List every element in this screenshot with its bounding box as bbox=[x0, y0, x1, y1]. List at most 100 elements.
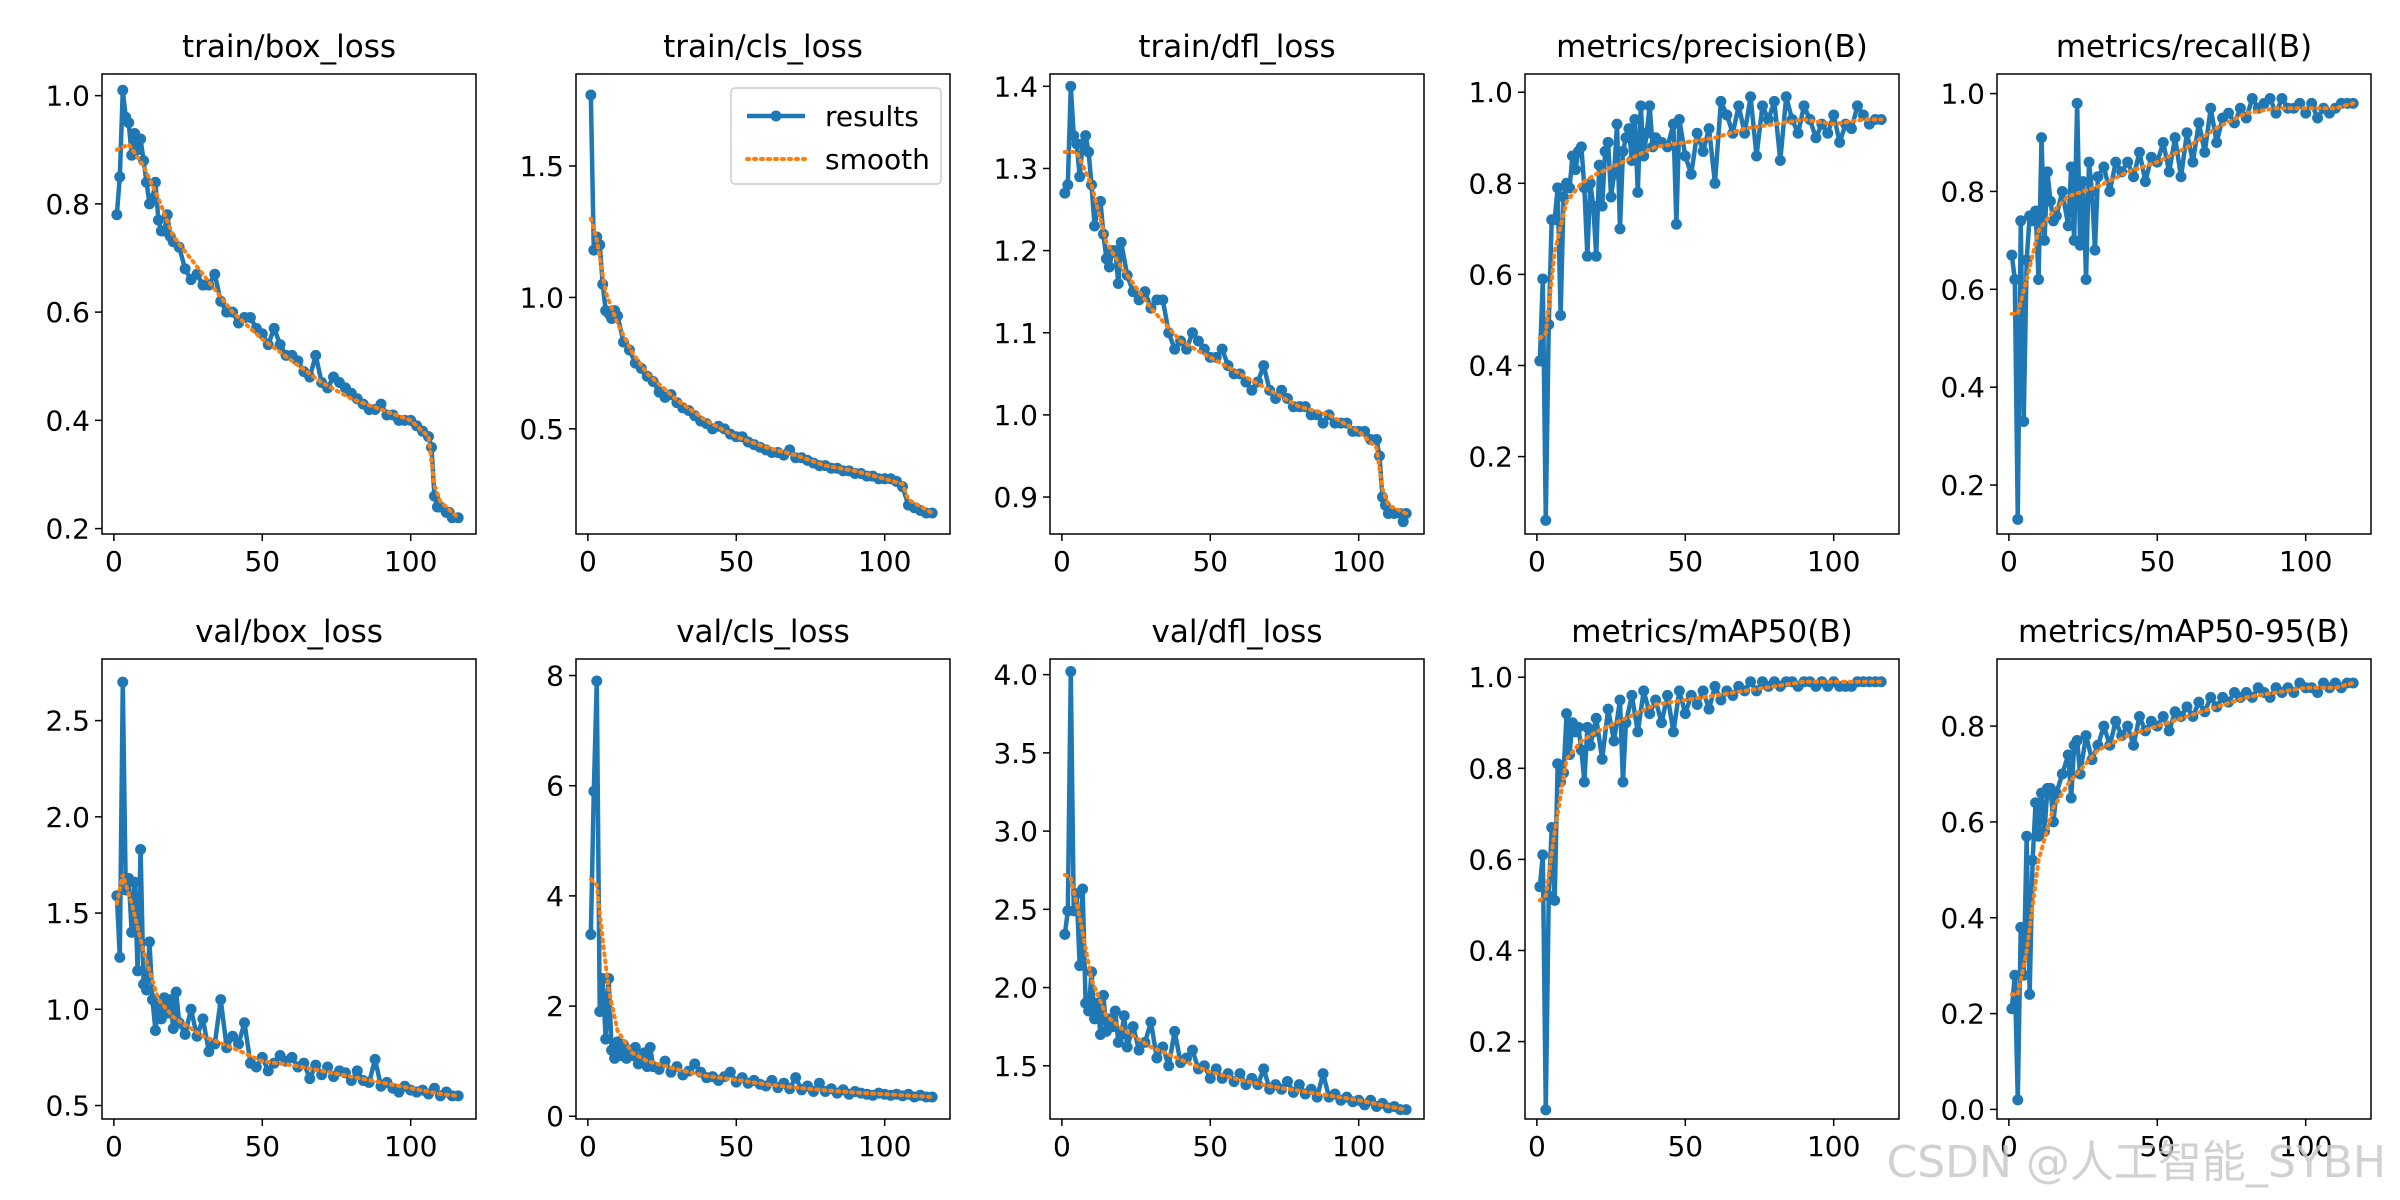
y-tick-label: 1.0 bbox=[1940, 78, 1985, 111]
results-point bbox=[117, 84, 129, 96]
y-tick-label: 0.4 bbox=[1940, 371, 1985, 404]
results-point bbox=[2133, 711, 2145, 722]
results-point bbox=[1151, 1052, 1163, 1064]
results-point bbox=[1587, 200, 1599, 212]
y-tick-label: 0.2 bbox=[1940, 469, 1985, 502]
results-point bbox=[2199, 146, 2211, 158]
results-line bbox=[114, 87, 459, 521]
results-point bbox=[585, 928, 597, 940]
results-point bbox=[2193, 696, 2205, 708]
smooth-line bbox=[2009, 680, 2356, 997]
results-point bbox=[2080, 730, 2092, 742]
results-point bbox=[1077, 883, 1089, 895]
results-point bbox=[1768, 95, 1780, 107]
plot-area-series bbox=[2006, 92, 2359, 525]
results-point bbox=[2083, 156, 2095, 168]
results-point bbox=[2056, 185, 2068, 197]
results-point bbox=[164, 994, 176, 1006]
x-tick-label: 100 bbox=[1807, 1130, 1860, 1163]
results-point bbox=[2211, 137, 2223, 149]
results-point bbox=[2038, 234, 2050, 246]
results-point bbox=[1534, 355, 1546, 367]
results-point bbox=[1133, 1044, 1145, 1056]
y-tick-label: 1.4 bbox=[993, 70, 1038, 103]
subplot-title: metrics/mAP50-95(B) bbox=[2018, 614, 2350, 650]
results-point bbox=[689, 1058, 701, 1070]
results-point bbox=[644, 1041, 656, 1053]
results-line bbox=[1537, 94, 1882, 523]
y-tick-label: 0.8 bbox=[1468, 167, 1513, 200]
plot-area-series bbox=[2006, 677, 2359, 1106]
results-point bbox=[304, 371, 316, 383]
results-point bbox=[588, 785, 600, 797]
results-point bbox=[1569, 164, 1581, 176]
y-tick-label: 0.6 bbox=[45, 296, 90, 329]
subplot-title: metrics/mAP50(B) bbox=[1571, 614, 1852, 650]
results-point bbox=[351, 1065, 363, 1077]
y-tick-label: 0.2 bbox=[1940, 998, 1985, 1031]
results-point bbox=[724, 1066, 736, 1078]
results-point bbox=[2294, 97, 2306, 109]
plot-frame bbox=[1049, 658, 1425, 1120]
results-point bbox=[1074, 171, 1086, 183]
results-point bbox=[310, 349, 322, 361]
results-point bbox=[1715, 95, 1727, 107]
smooth-line bbox=[114, 873, 461, 1098]
results-point bbox=[2128, 171, 2140, 183]
results-point bbox=[813, 1077, 825, 1089]
results-point bbox=[1733, 100, 1745, 112]
y-tick-label: 1.5 bbox=[519, 150, 564, 183]
results-point bbox=[132, 965, 144, 977]
subplot-title: metrics/recall(B) bbox=[2056, 29, 2312, 65]
y-tick-label: 0.8 bbox=[45, 188, 90, 221]
y-tick-label: 1.0 bbox=[45, 993, 90, 1026]
results-point bbox=[197, 1013, 209, 1025]
results-point bbox=[2041, 166, 2053, 178]
results-point bbox=[1371, 434, 1383, 446]
results-point bbox=[1703, 703, 1715, 715]
results-point bbox=[114, 171, 126, 183]
results-point bbox=[1112, 277, 1124, 289]
y-tick-label: 0.6 bbox=[1940, 806, 1985, 839]
results-point bbox=[1762, 114, 1774, 126]
results-point bbox=[2234, 102, 2246, 114]
results-point bbox=[1673, 114, 1685, 126]
subplot-title: val/dfl_loss bbox=[1152, 614, 1323, 650]
results-point bbox=[2163, 725, 2175, 737]
results-point bbox=[203, 1046, 215, 1058]
results-point bbox=[1540, 1104, 1552, 1116]
results-point bbox=[1584, 740, 1596, 752]
smooth-line bbox=[1062, 872, 1409, 1112]
results-point bbox=[585, 89, 597, 101]
results-point bbox=[1611, 118, 1623, 130]
y-tick-label: 2 bbox=[546, 990, 564, 1023]
results-point bbox=[2110, 156, 2122, 168]
y-tick-label: 0.4 bbox=[1468, 934, 1513, 967]
results-point bbox=[2009, 969, 2021, 981]
y-tick-label: 4.0 bbox=[993, 659, 1038, 692]
results-point bbox=[1614, 694, 1626, 706]
results-point bbox=[1065, 80, 1077, 92]
results-point bbox=[2157, 137, 2169, 149]
results-point bbox=[591, 675, 603, 687]
results-point bbox=[2264, 92, 2276, 104]
results-point bbox=[2062, 749, 2074, 761]
results-point bbox=[1590, 250, 1602, 262]
results-point bbox=[1834, 136, 1846, 148]
y-tick-label: 2.5 bbox=[45, 705, 90, 738]
results-point bbox=[1103, 261, 1115, 273]
results-point bbox=[1780, 91, 1792, 103]
results-point bbox=[1644, 100, 1656, 112]
results-point bbox=[2098, 161, 2110, 173]
results-point bbox=[1620, 132, 1632, 144]
y-tick-label: 1.1 bbox=[993, 317, 1038, 350]
results-point bbox=[1635, 100, 1647, 112]
results-point bbox=[1745, 91, 1757, 103]
x-tick-label: 50 bbox=[1667, 545, 1703, 578]
smooth-line bbox=[588, 877, 935, 1099]
results-point bbox=[1317, 1068, 1329, 1080]
results-point bbox=[2024, 988, 2036, 1000]
plot-area-series bbox=[585, 89, 938, 519]
results-point bbox=[1638, 685, 1650, 697]
